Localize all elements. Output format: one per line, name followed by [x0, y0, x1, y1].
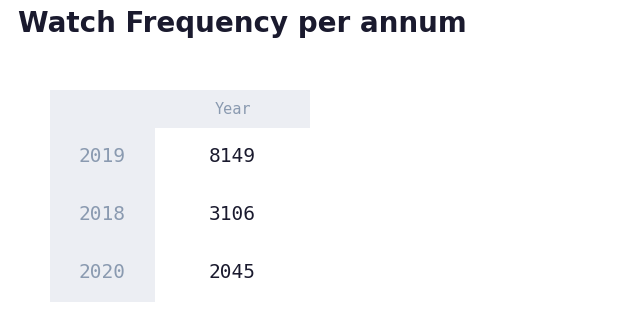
- Text: 3106: 3106: [209, 205, 256, 224]
- Text: 2018: 2018: [79, 205, 126, 224]
- Text: Watch Frequency per annum: Watch Frequency per annum: [18, 10, 467, 38]
- Text: 2020: 2020: [79, 264, 126, 282]
- Text: 8149: 8149: [209, 147, 256, 166]
- Text: 2045: 2045: [209, 264, 256, 282]
- Text: 2019: 2019: [79, 147, 126, 166]
- Text: Year: Year: [214, 102, 251, 117]
